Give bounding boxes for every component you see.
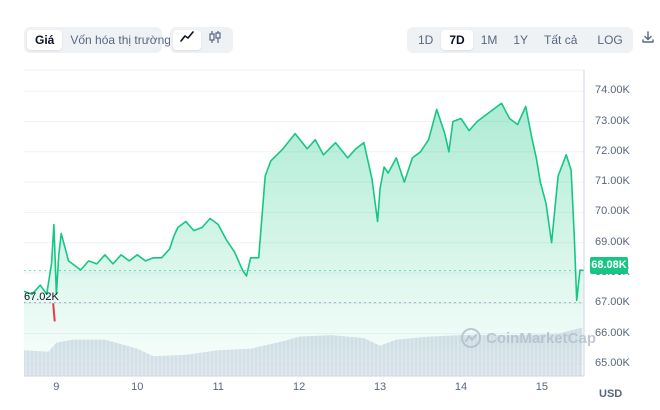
y-tick-label: 70.00K	[595, 205, 630, 218]
line-chart-icon	[180, 31, 194, 42]
price-area	[24, 103, 584, 377]
price-series	[23, 102, 585, 377]
currency-unit: USD	[599, 388, 623, 400]
range-1y-button[interactable]: 1Y	[513, 33, 529, 47]
price-mode-tabs: Giá Vốn hóa thị trường	[24, 27, 171, 53]
coinmarketcap-logo-icon	[461, 328, 481, 348]
candlestick-icon	[209, 31, 221, 43]
y-tick-label: 71.00K	[595, 175, 630, 188]
y-tick-label: 73.00K	[595, 114, 630, 127]
chart-markers	[24, 270, 584, 304]
tab-price[interactable]: Giá	[27, 30, 63, 50]
candlestick-button[interactable]	[201, 30, 229, 50]
range-all-button[interactable]: Tất cả	[544, 33, 578, 47]
download-icon	[642, 31, 654, 43]
x-tick-label: 9	[53, 381, 60, 393]
y-tick-label: 74.00K	[595, 84, 630, 97]
coinmarketcap-watermark: CoinMarketCap	[460, 327, 596, 349]
watermark-text: CoinMarketCap	[486, 329, 597, 347]
x-tick-label: 15	[535, 381, 549, 393]
y-tick-label: 66.00K	[595, 326, 630, 339]
range-1m-button[interactable]: 1M	[480, 33, 498, 47]
line-chart-button[interactable]	[173, 30, 201, 50]
download-button[interactable]	[635, 30, 660, 50]
log-scale-button[interactable]: LOG	[597, 33, 623, 47]
x-tick-label: 10	[131, 381, 144, 393]
price-line	[23, 102, 585, 302]
current-price-badge: 68.08K	[590, 257, 628, 274]
y-tick-label: 65.00K	[595, 356, 630, 369]
y-tick-label: 72.00K	[595, 144, 630, 157]
y-tick-label: 67.00K	[595, 296, 630, 309]
x-tick-label: 11	[212, 381, 224, 393]
x-tick-label: 13	[373, 381, 387, 393]
tab-market-cap[interactable]: Vốn hóa thị trường	[70, 33, 171, 47]
x-tick-label: 14	[454, 381, 468, 393]
min-price-label: 67.02K	[24, 291, 59, 303]
x-tick-label: 12	[293, 381, 306, 393]
y-tick-label: 69.00K	[595, 235, 630, 248]
chart-type-toggle	[170, 27, 233, 53]
range-7d-button[interactable]: 7D	[441, 30, 473, 50]
time-range-toggle: 1D 7D 1M 1Y Tất cả LOG	[407, 27, 654, 53]
range-1d-button[interactable]: 1D	[418, 33, 434, 47]
price-dip-segment	[52, 303, 56, 322]
